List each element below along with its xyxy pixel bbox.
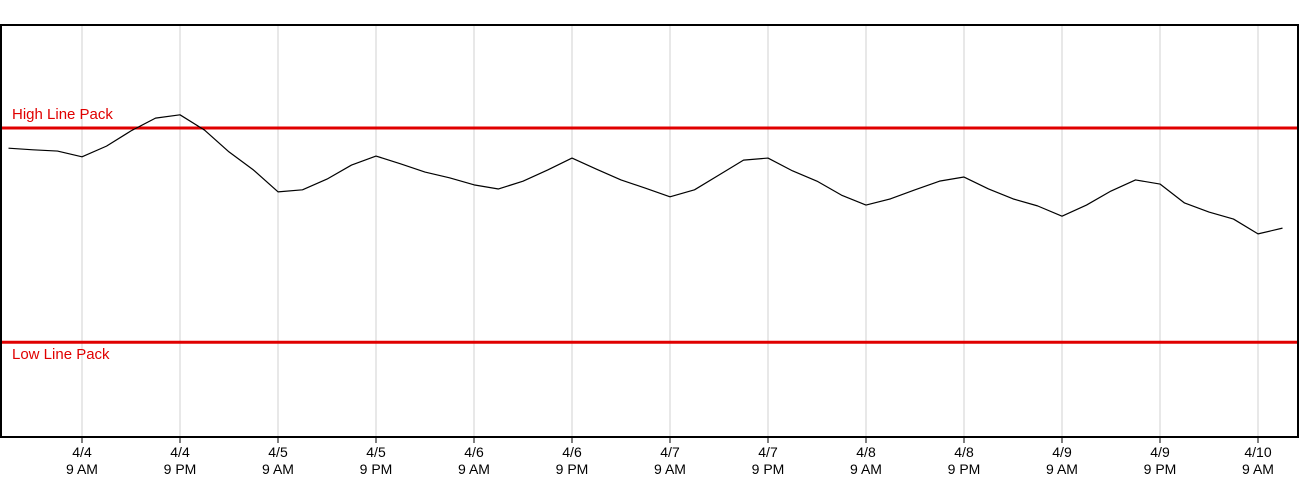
x-tick-label: 4/4 9 AM [66,444,98,477]
x-tick-label: 4/8 9 AM [850,444,882,477]
x-tick-label: 4/7 9 PM [751,444,785,477]
x-tick-label: 4/7 9 AM [654,444,686,477]
x-tick-label: 4/10 9 AM [1242,444,1274,477]
x-tick-label: 4/6 9 PM [555,444,589,477]
reference-label: High Line Pack [12,106,113,123]
x-tick-label: 4/8 9 PM [947,444,981,477]
x-tick-label: 4/9 9 AM [1046,444,1078,477]
x-tick-label: 4/6 9 AM [458,444,490,477]
x-tick-label: 4/5 9 PM [359,444,393,477]
x-tick-label: 4/5 9 AM [262,444,294,477]
data-line [8,114,1283,235]
plot-frame [0,24,1299,438]
reference-label: Low Line Pack [12,346,110,363]
x-tick-label: 4/9 9 PM [1143,444,1177,477]
x-tick-label: 4/4 9 PM [163,444,197,477]
